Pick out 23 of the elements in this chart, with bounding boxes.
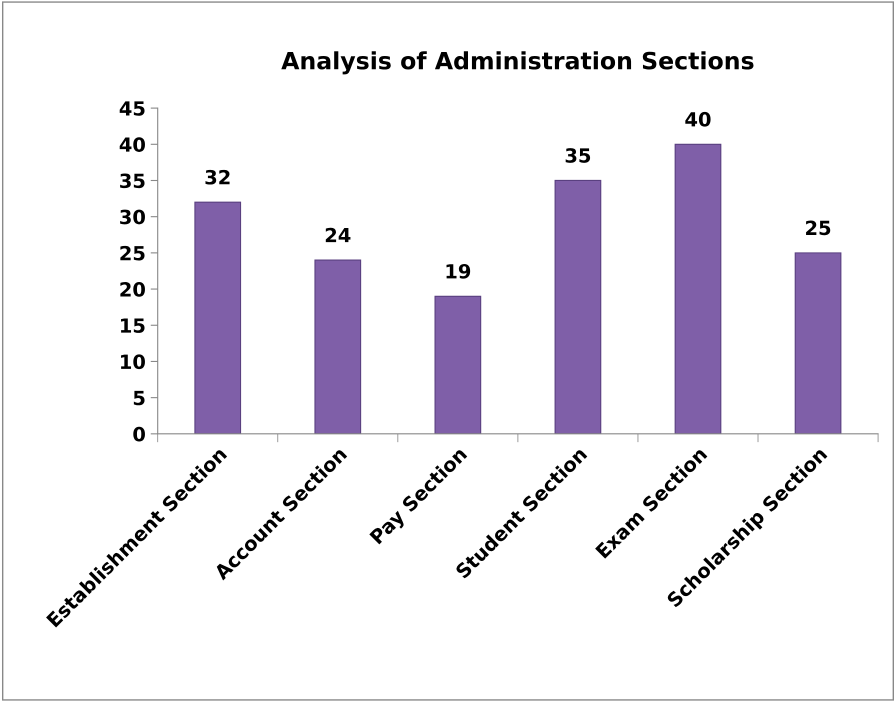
bar — [314, 260, 362, 434]
y-tick-label: 20 — [120, 282, 145, 297]
y-tick-label: 45 — [120, 101, 145, 116]
data-label: 40 — [685, 112, 711, 127]
y-tick-label: 15 — [121, 318, 145, 333]
chart-title: Analysis of Administration Sections — [281, 51, 754, 74]
bar — [674, 144, 722, 434]
bar — [794, 252, 842, 434]
y-tick-label: 40 — [120, 137, 145, 152]
data-label: 24 — [326, 228, 350, 242]
y-tick-label: 30 — [120, 210, 145, 224]
bar — [554, 180, 602, 434]
y-tick-label: 0 — [133, 426, 145, 442]
data-label: 32 — [206, 170, 230, 185]
y-tick-label: 5 — [134, 390, 145, 406]
y-tick-label: 10 — [121, 354, 145, 370]
bar — [194, 202, 242, 434]
y-tick-label: 25 — [120, 246, 145, 261]
bar — [434, 296, 482, 434]
data-label: 19 — [446, 264, 470, 279]
y-tick-label: 35 — [120, 173, 145, 188]
data-label: 25 — [806, 220, 830, 236]
data-label: 35 — [566, 148, 590, 163]
